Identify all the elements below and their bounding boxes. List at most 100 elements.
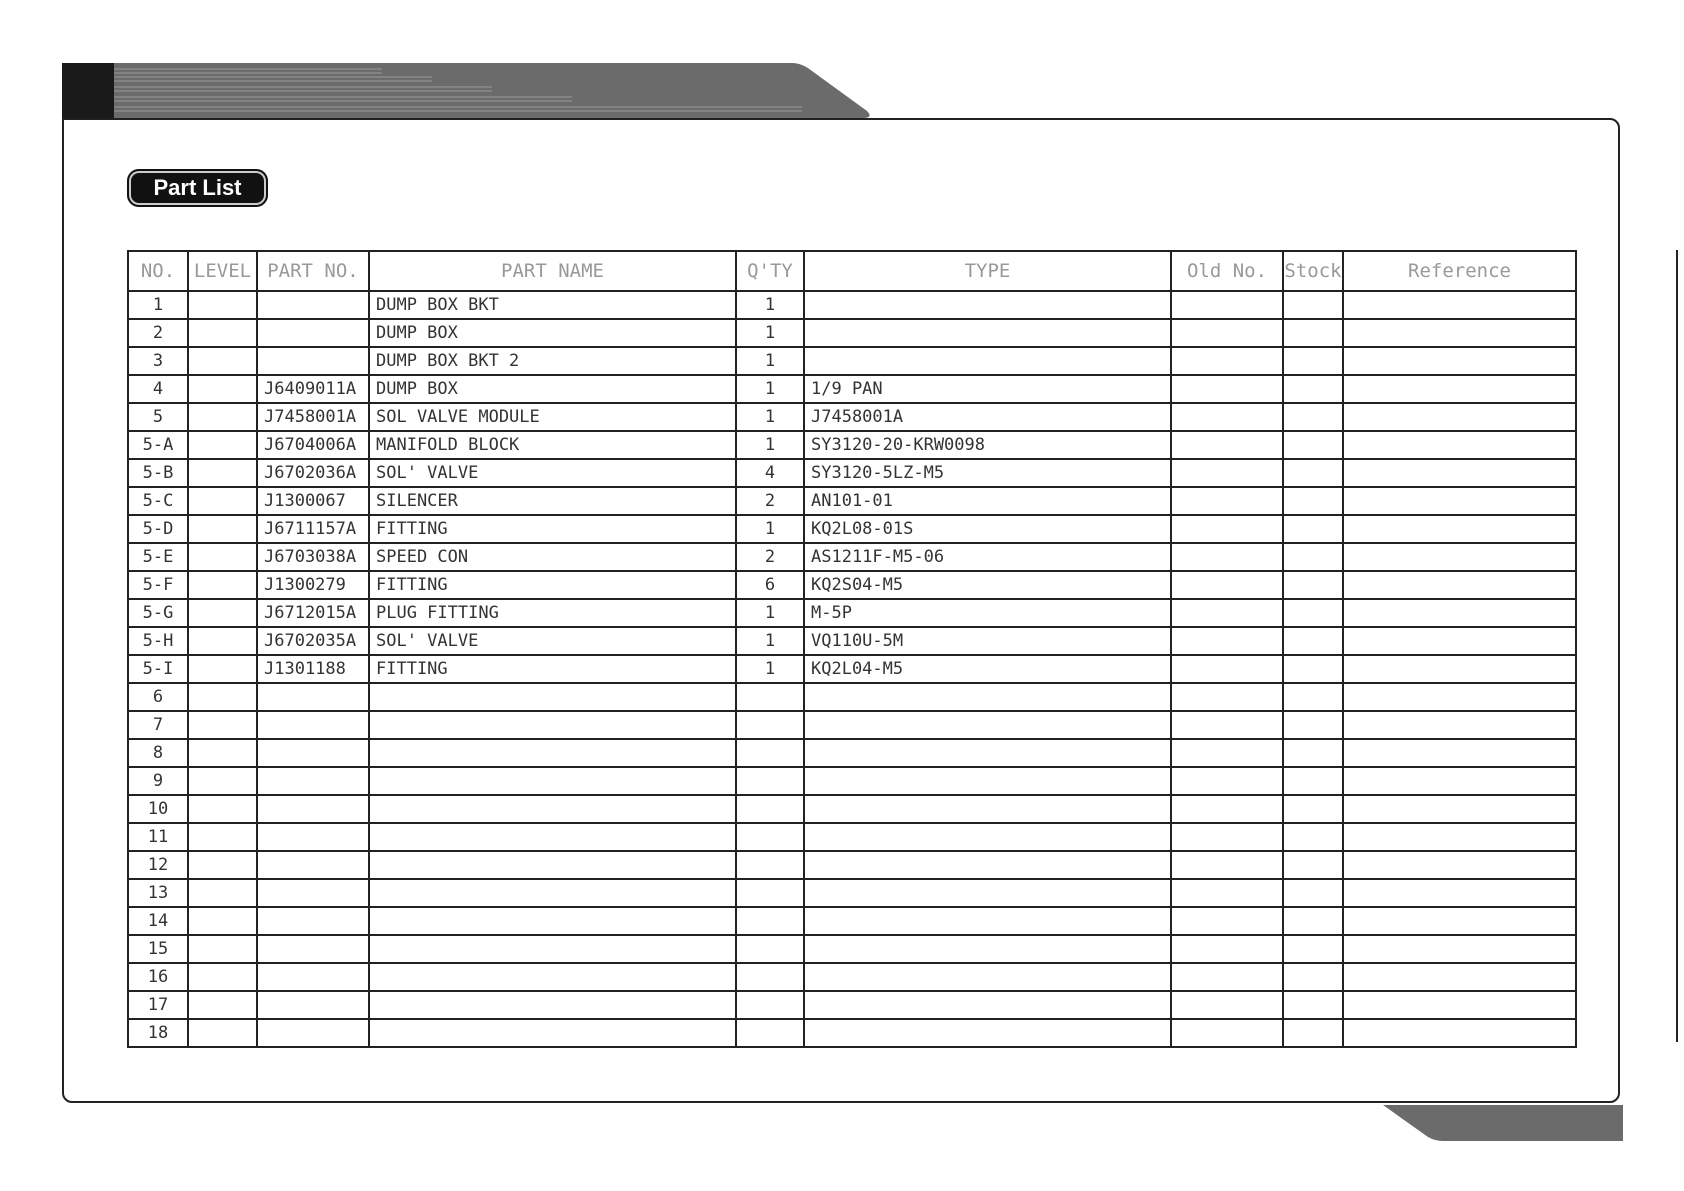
- cell-reference: [1342, 710, 1577, 740]
- cell-part-name: [368, 878, 737, 908]
- table-row: 5-C J1300067 SILENCER 2 AN101-01: [127, 486, 1577, 516]
- cell-level: [187, 486, 258, 516]
- cell-reference: [1342, 318, 1577, 348]
- cell-old-no: [1170, 906, 1284, 936]
- cell-old-no: [1170, 766, 1284, 796]
- cell-reference: [1342, 598, 1577, 628]
- cell-qty: 1: [735, 402, 805, 432]
- cell-stock: [1282, 346, 1344, 376]
- cell-level: [187, 878, 258, 908]
- cell-part-name: PLUG FITTING: [368, 598, 737, 628]
- cell-old-no: [1170, 374, 1284, 404]
- cell-qty: 1: [735, 430, 805, 460]
- table-row: 11: [127, 822, 1577, 852]
- cell-type: [803, 794, 1172, 824]
- cell-qty: [735, 934, 805, 964]
- cell-part-no: J6704006A: [256, 430, 370, 460]
- cell-level: [187, 318, 258, 348]
- cell-stock: [1282, 710, 1344, 740]
- cell-no: 9: [127, 766, 189, 796]
- cell-part-name: [368, 766, 737, 796]
- column-header-reference: Reference: [1342, 250, 1577, 292]
- cell-reference: [1342, 290, 1577, 320]
- cell-old-no: [1170, 1018, 1284, 1048]
- cell-part-no: J6712015A: [256, 598, 370, 628]
- cell-no: 16: [127, 962, 189, 992]
- cell-part-name: DUMP BOX BKT: [368, 290, 737, 320]
- cell-reference: [1342, 626, 1577, 656]
- table-row: 12: [127, 850, 1577, 880]
- table-row: 4 J6409011A DUMP BOX 1 1/9 PAN: [127, 374, 1577, 404]
- cell-level: [187, 962, 258, 992]
- cell-part-name: [368, 822, 737, 852]
- cell-part-name: FITTING: [368, 514, 737, 544]
- cell-part-no: [256, 822, 370, 852]
- cell-no: 5-D: [127, 514, 189, 544]
- cell-reference: [1342, 682, 1577, 712]
- cell-level: [187, 738, 258, 768]
- cell-stock: [1282, 430, 1344, 460]
- cell-qty: [735, 738, 805, 768]
- column-header-stock: Stock: [1282, 250, 1344, 292]
- cell-reference: [1342, 430, 1577, 460]
- cell-stock: [1282, 458, 1344, 488]
- table-row: 13: [127, 878, 1577, 908]
- cell-qty: [735, 766, 805, 796]
- cell-old-no: [1170, 990, 1284, 1020]
- cell-type: [803, 318, 1172, 348]
- cell-level: [187, 710, 258, 740]
- cell-stock: [1282, 570, 1344, 600]
- cell-part-no: J6702036A: [256, 458, 370, 488]
- cell-stock: [1282, 962, 1344, 992]
- cell-type: SY3120-5LZ-M5: [803, 458, 1172, 488]
- cell-level: [187, 346, 258, 376]
- table-row: 5-E J6703038A SPEED CON 2 AS1211F-M5-06: [127, 542, 1577, 572]
- cell-part-name: [368, 682, 737, 712]
- cell-part-no: [256, 766, 370, 796]
- column-header-type: TYPE: [803, 250, 1172, 292]
- cell-no: 5-I: [127, 654, 189, 684]
- cell-old-no: [1170, 738, 1284, 768]
- table-row: 5-G J6712015A PLUG FITTING 1 M-5P: [127, 598, 1577, 628]
- table-row: 1 DUMP BOX BKT 1: [127, 290, 1577, 320]
- cell-no: 14: [127, 906, 189, 936]
- cell-part-name: [368, 850, 737, 880]
- cell-part-no: J6711157A: [256, 514, 370, 544]
- cell-type: 1/9 PAN: [803, 374, 1172, 404]
- table-row: 7: [127, 710, 1577, 740]
- cell-reference: [1342, 766, 1577, 796]
- cell-no: 12: [127, 850, 189, 880]
- cell-old-no: [1170, 514, 1284, 544]
- cell-stock: [1282, 794, 1344, 824]
- cell-part-name: DUMP BOX: [368, 374, 737, 404]
- cell-old-no: [1170, 794, 1284, 824]
- table-row: 5 J7458001A SOL VALVE MODULE 1 J7458001A: [127, 402, 1577, 432]
- cell-no: 6: [127, 682, 189, 712]
- table-header: NO. LEVEL PART NO. PART NAME Q'TY TYPE Old No.…: [127, 250, 1577, 292]
- cell-stock: [1282, 738, 1344, 768]
- cell-old-no: [1170, 850, 1284, 880]
- cell-type: [803, 822, 1172, 852]
- table-row: 17: [127, 990, 1577, 1020]
- cell-level: [187, 290, 258, 320]
- cell-no: 13: [127, 878, 189, 908]
- column-header-level: LEVEL: [187, 250, 258, 292]
- cell-part-name: [368, 738, 737, 768]
- cell-no: 18: [127, 1018, 189, 1048]
- cell-stock: [1282, 626, 1344, 656]
- table-row: 18: [127, 1018, 1577, 1048]
- cell-qty: 1: [735, 346, 805, 376]
- cell-part-no: [256, 794, 370, 824]
- cell-qty: 1: [735, 514, 805, 544]
- cell-old-no: [1170, 486, 1284, 516]
- cell-stock: [1282, 654, 1344, 684]
- cell-type: [803, 850, 1172, 880]
- cell-stock: [1282, 486, 1344, 516]
- cell-qty: [735, 822, 805, 852]
- cell-level: [187, 906, 258, 936]
- cell-part-no: J1301188: [256, 654, 370, 684]
- cell-stock: [1282, 822, 1344, 852]
- cell-old-no: [1170, 570, 1284, 600]
- cell-stock: [1282, 290, 1344, 320]
- parts-table: NO. LEVEL PART NO. PART NAME Q'TY TYPE Old No.…: [127, 250, 1577, 1048]
